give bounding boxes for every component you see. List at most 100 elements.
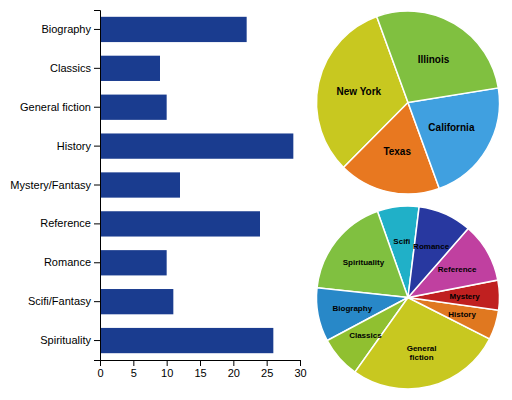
bar <box>100 250 167 275</box>
slice-label-line: Classics <box>349 331 382 340</box>
y-tick-label: Mystery/Fantasy <box>10 179 91 191</box>
y-tick: Classics <box>50 62 100 74</box>
slice-label-line: Spirituality <box>343 258 385 267</box>
slice-label: Illinois <box>418 54 450 65</box>
x-tick-mark <box>267 360 268 366</box>
y-tick: Scifi/Fantasy <box>28 295 100 307</box>
x-axis: 0 5 10 15 20 25 30 <box>97 360 306 379</box>
bar <box>100 56 160 81</box>
x-tick-label: 15 <box>194 367 206 379</box>
slice-label: Texas <box>383 146 411 157</box>
y-tick-mark <box>94 185 100 186</box>
y-tick-mark <box>94 340 100 341</box>
y-tick-mark <box>94 262 100 263</box>
y-tick-label: Scifi/Fantasy <box>28 295 91 307</box>
y-tick-mark <box>94 146 100 147</box>
slice-label: Biography <box>333 304 373 313</box>
x-tick: 15 <box>194 360 206 379</box>
slice-label: California <box>428 122 475 133</box>
x-tick: 20 <box>228 360 240 379</box>
x-tick-label: 10 <box>161 367 173 379</box>
slices <box>316 11 499 194</box>
bar <box>100 95 167 120</box>
x-tick-label: 30 <box>294 367 306 379</box>
x-tick: 10 <box>161 360 173 379</box>
bar <box>100 17 247 42</box>
slice-label-line: fiction <box>410 353 434 362</box>
slice-label: History <box>448 310 476 319</box>
y-tick-label: Spirituality <box>40 334 91 346</box>
slice-label-line: Mystery <box>450 292 481 301</box>
y-tick-label: Classics <box>50 62 91 74</box>
slice-label-line: New York <box>337 86 382 97</box>
y-tick: Mystery/Fantasy <box>10 179 100 191</box>
y-tick-label: History <box>57 140 92 152</box>
y-tick-label: General fiction <box>20 101 91 113</box>
slice-label: Mystery <box>450 292 481 301</box>
slice-label: Generalfiction <box>407 344 437 362</box>
slice-label-line: Texas <box>383 146 411 157</box>
slice-label: Reference <box>438 265 477 274</box>
slice-label: Scifi <box>393 237 410 246</box>
x-tick-mark <box>200 360 201 366</box>
slice-label-line: California <box>428 122 475 133</box>
y-tick: General fiction <box>20 101 100 113</box>
y-tick-mark <box>94 223 100 224</box>
slice-label: Romance <box>413 241 450 250</box>
slice-label-line: Reference <box>438 265 477 274</box>
slice <box>317 211 408 297</box>
bar <box>100 328 273 353</box>
slice-label-line: General <box>407 344 437 353</box>
x-tick-mark <box>167 360 168 366</box>
x-tick-label: 0 <box>97 367 103 379</box>
bars <box>100 17 293 353</box>
x-tick-mark <box>133 360 134 366</box>
bar <box>100 133 293 158</box>
slice <box>408 88 500 189</box>
bar <box>100 172 180 197</box>
y-axis: Biography Classics General fiction History M… <box>10 11 100 361</box>
slice <box>408 207 468 298</box>
bar-chart: 0 5 10 15 20 25 30 Biography Classics General fic… <box>10 11 306 379</box>
bar <box>100 211 260 236</box>
slice-label-line: Scifi <box>393 237 410 246</box>
slice-label-line: Biography <box>333 304 373 313</box>
slice-label-line: History <box>448 310 476 319</box>
y-tick-label: Biography <box>41 23 91 35</box>
y-tick-mark <box>94 107 100 108</box>
slice-label: New York <box>337 86 382 97</box>
slice-label: Spirituality <box>343 258 385 267</box>
pie-chart: New York Texas California Illinois <box>316 11 499 194</box>
x-tick-label: 20 <box>228 367 240 379</box>
x-axis-line <box>101 361 301 367</box>
x-tick: 0 <box>97 360 103 379</box>
slice-labels: Scifi Spirituality Biography Classics Genera… <box>333 237 481 362</box>
pie-chart: Scifi Spirituality Biography Classics Genera… <box>316 206 499 389</box>
y-tick-label: Reference <box>40 217 91 229</box>
slices <box>316 206 499 389</box>
x-tick-label: 5 <box>131 367 137 379</box>
slice <box>355 298 490 390</box>
y-tick-mark <box>94 301 100 302</box>
bar <box>100 289 173 314</box>
x-tick: 25 <box>261 360 273 379</box>
x-tick: 30 <box>294 360 306 379</box>
x-tick-mark <box>300 360 301 366</box>
slice <box>377 11 499 103</box>
slice-label-line: Illinois <box>418 54 450 65</box>
y-tick-mark <box>94 29 100 30</box>
slice-label-line: Romance <box>413 241 450 250</box>
y-tick-label: Romance <box>44 256 91 268</box>
x-tick: 5 <box>131 360 137 379</box>
chart-canvas: 0 5 10 15 20 25 30 Biography Classics General fic… <box>0 0 512 400</box>
x-tick-label: 25 <box>261 367 273 379</box>
x-tick-mark <box>233 360 234 366</box>
y-tick: Reference <box>40 217 100 229</box>
y-axis-line <box>94 11 101 361</box>
y-tick: Romance <box>44 256 100 268</box>
y-tick: Biography <box>41 23 100 35</box>
y-tick: Spirituality <box>40 334 100 346</box>
y-tick: History <box>57 140 100 152</box>
slice-label: Classics <box>349 331 382 340</box>
y-tick-mark <box>94 68 100 69</box>
